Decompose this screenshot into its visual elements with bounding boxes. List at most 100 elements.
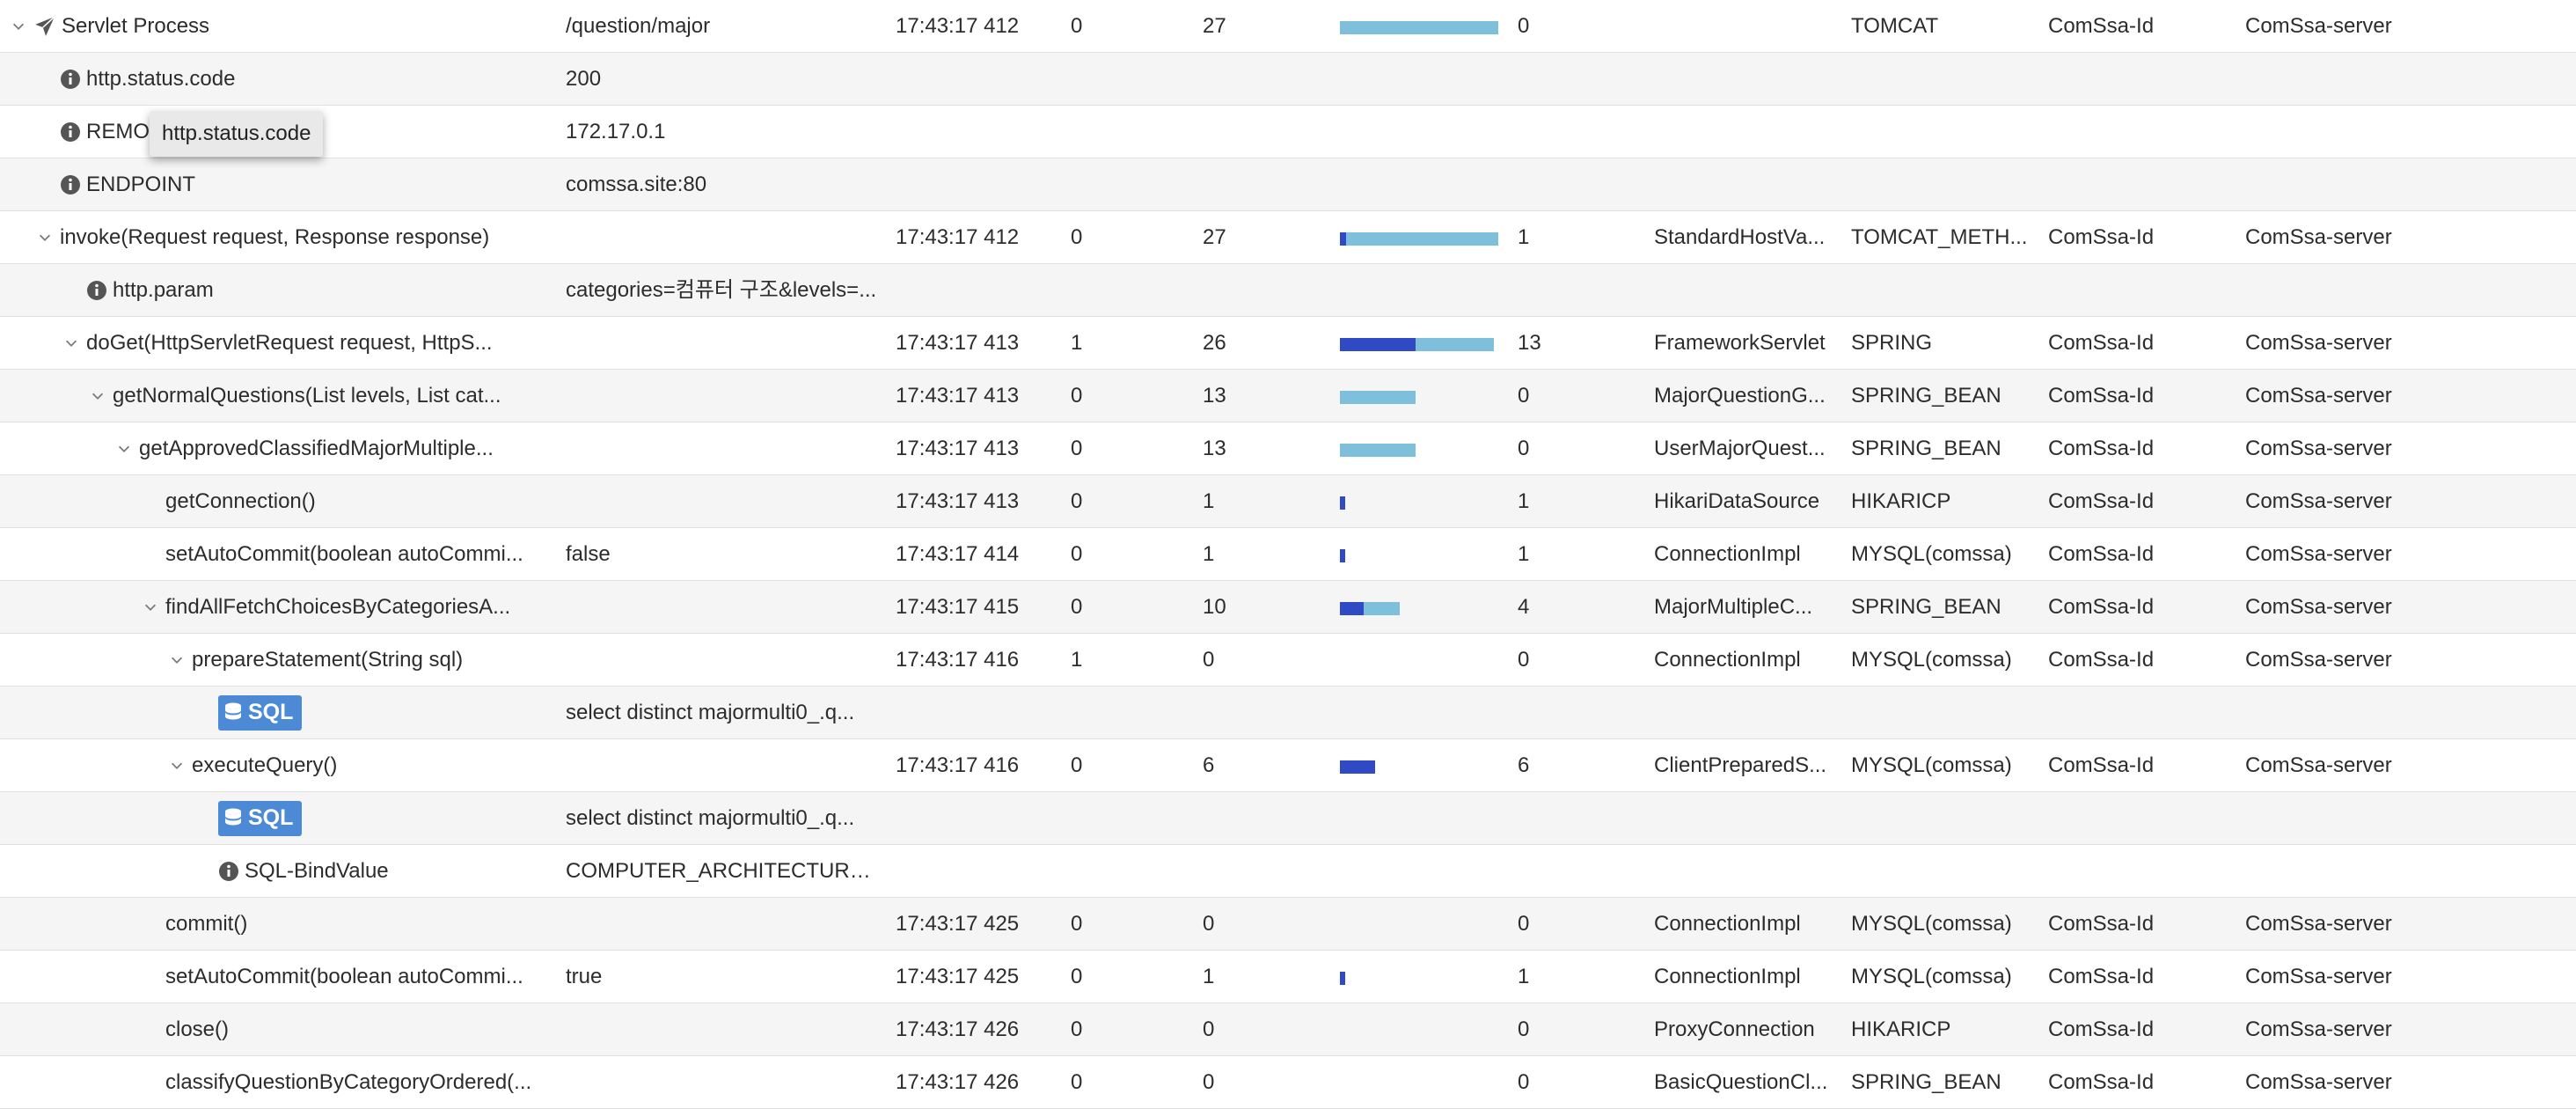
execution-bar-cell xyxy=(1340,687,1516,738)
agent-name-cell xyxy=(2245,158,2509,210)
tree-row[interactable]: setAutoCommit(boolean autoCommi... false 1… xyxy=(0,528,2576,581)
chevron-down-icon[interactable] xyxy=(141,581,160,633)
self-time-cell xyxy=(1518,53,1588,105)
self-execution-bar xyxy=(1340,338,1416,351)
sql-badge: SQL xyxy=(218,694,303,731)
api-type-cell xyxy=(1851,158,2036,210)
method-name-cell: findAllFetchChoicesByCategoriesA... xyxy=(141,581,545,633)
class-cell xyxy=(1654,264,1839,316)
database-icon xyxy=(223,807,243,830)
chevron-down-icon[interactable] xyxy=(167,739,187,791)
tree-row[interactable]: invoke(Request request, Response respons… xyxy=(0,211,2576,264)
method-name: commit() xyxy=(165,912,248,936)
start-time-cell: 17:43:17 412 xyxy=(896,14,1020,38)
self-time-cell: 1 xyxy=(1518,542,1530,566)
gap-cell: 0 xyxy=(1071,225,1083,249)
tree-row[interactable]: Servlet Process/question/major 17:43:17 4… xyxy=(0,0,2576,53)
agent-id-cell xyxy=(2048,106,2233,158)
execution-bar-cell xyxy=(1340,422,1516,474)
chevron-down-icon[interactable] xyxy=(114,422,134,474)
info-icon xyxy=(218,861,239,882)
method-name-cell: http.status.code xyxy=(60,53,545,105)
start-time-cell: 17:43:17 425 xyxy=(896,912,1020,936)
self-execution-bar xyxy=(1340,549,1345,562)
argument-cell xyxy=(566,898,882,950)
start-time-cell xyxy=(896,845,1054,897)
self-time-cell: 0 xyxy=(1518,912,1530,936)
execution-bar-cell xyxy=(1340,370,1516,422)
tree-row[interactable]: SQL select distinct majormulti0_.q... xyxy=(0,792,2576,845)
argument-cell: 200 xyxy=(566,67,602,91)
chevron-down-icon[interactable] xyxy=(167,634,187,686)
method-name: doGet(HttpServletRequest request, HttpS.… xyxy=(86,331,493,355)
class-cell: FrameworkServlet xyxy=(1654,331,1826,355)
method-name: SQL-BindValue xyxy=(245,859,389,883)
agent-name-cell xyxy=(2245,845,2509,897)
gap-cell: 0 xyxy=(1071,542,1083,566)
gap-cell: 0 xyxy=(1071,437,1083,460)
api-type-cell xyxy=(1851,106,2036,158)
start-time-cell xyxy=(896,687,1054,738)
execution-bar-cell xyxy=(1340,0,1516,52)
agent-id-cell: ComSsa-Id xyxy=(2048,595,2155,619)
self-time-cell xyxy=(1518,792,1588,844)
tree-row[interactable]: doGet(HttpServletRequest request, HttpS.… xyxy=(0,317,2576,370)
agent-name-cell: ComSsa-server xyxy=(2245,542,2392,566)
tree-row[interactable]: prepareStatement(String sql) 17:43:17 416… xyxy=(0,634,2576,687)
start-time-cell: 17:43:17 413 xyxy=(896,437,1020,460)
tree-row[interactable]: executeQuery() 17:43:17 416 0 6 6 ClientPrepa… xyxy=(0,739,2576,792)
tree-row[interactable]: findAllFetchChoicesByCategoriesA... 17:43… xyxy=(0,581,2576,634)
tree-row[interactable]: setAutoCommit(boolean autoCommi... true 17… xyxy=(0,951,2576,1003)
method-name: findAllFetchChoicesByCategoriesA... xyxy=(165,595,511,619)
class-cell xyxy=(1654,158,1839,210)
argument-cell xyxy=(566,370,882,422)
elapsed-cell: 27 xyxy=(1203,225,1226,249)
agent-id-cell: ComSsa-Id xyxy=(2048,384,2155,408)
gap-cell: 0 xyxy=(1071,595,1083,619)
info-icon xyxy=(60,121,81,143)
elapsed-cell: 1 xyxy=(1203,542,1215,566)
tree-row[interactable]: commit() 17:43:17 425 0 0 0 ConnectionImpl MYS… xyxy=(0,898,2576,951)
tree-row[interactable]: close() 17:43:17 426 0 0 0 ProxyConnection HIK… xyxy=(0,1003,2576,1056)
method-name-cell: invoke(Request request, Response respons… xyxy=(35,211,545,263)
class-cell xyxy=(1654,792,1839,844)
chevron-down-icon[interactable] xyxy=(35,211,55,263)
method-name-cell: executeQuery() xyxy=(167,739,545,791)
method-name: Servlet Process xyxy=(62,14,210,38)
execution-bar-cell xyxy=(1340,634,1516,686)
chevron-down-icon[interactable] xyxy=(88,370,107,422)
tree-row[interactable]: REMOTE_ADDR 172.17.0.1 xyxy=(0,106,2576,158)
chevron-down-icon[interactable] xyxy=(9,0,28,52)
method-name: getApprovedClassifiedMajorMultiple... xyxy=(139,437,494,460)
tree-row[interactable]: SQL select distinct majormulti0_.q... xyxy=(0,687,2576,739)
execution-bar-cell xyxy=(1340,475,1516,527)
class-cell xyxy=(1654,687,1839,738)
execution-bar-cell xyxy=(1340,1056,1516,1108)
argument-cell xyxy=(566,422,882,474)
agent-name-cell: ComSsa-server xyxy=(2245,489,2392,513)
info-icon xyxy=(60,69,81,90)
tree-row[interactable]: SQL-BindValue COMPUTER_ARCHITECTURE, L... xyxy=(0,845,2576,898)
tree-row[interactable]: getNormalQuestions(List levels, List cat… xyxy=(0,370,2576,422)
agent-name-cell xyxy=(2245,106,2509,158)
tree-row[interactable]: http.param categories=컴퓨터 구조&levels=... xyxy=(0,264,2576,317)
argument-cell xyxy=(566,1003,882,1055)
self-time-cell xyxy=(1518,158,1588,210)
tree-row[interactable]: getApprovedClassifiedMajorMultiple... 17:… xyxy=(0,422,2576,475)
chevron-down-icon[interactable] xyxy=(62,317,81,369)
argument-cell: 172.17.0.1 xyxy=(566,120,666,143)
tree-row[interactable]: classifyQuestionByCategoryOrdered(... 17:… xyxy=(0,1056,2576,1109)
tree-row[interactable]: getConnection() 17:43:17 413 0 1 1 HikariData… xyxy=(0,475,2576,528)
agent-name-cell: ComSsa-server xyxy=(2245,1017,2392,1041)
self-time-cell: 1 xyxy=(1518,489,1530,513)
self-time-cell: 13 xyxy=(1518,331,1541,355)
elapsed-cell: 10 xyxy=(1203,595,1226,619)
argument-cell: COMPUTER_ARCHITECTURE, L... xyxy=(566,859,882,883)
method-name-cell: doGet(HttpServletRequest request, HttpS.… xyxy=(62,317,545,369)
gap-cell xyxy=(1071,53,1123,105)
elapsed-cell xyxy=(1203,158,1282,210)
tree-row[interactable]: http.status.code 200 xyxy=(0,53,2576,106)
api-type-cell xyxy=(1851,792,2036,844)
tree-row[interactable]: ENDPOINT comssa.site:80 xyxy=(0,158,2576,211)
